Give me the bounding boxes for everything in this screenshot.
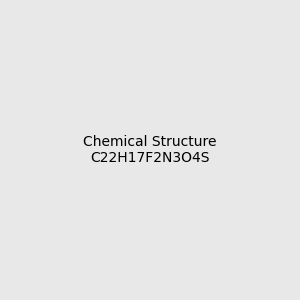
Text: Chemical Structure
C22H17F2N3O4S: Chemical Structure C22H17F2N3O4S [83,135,217,165]
